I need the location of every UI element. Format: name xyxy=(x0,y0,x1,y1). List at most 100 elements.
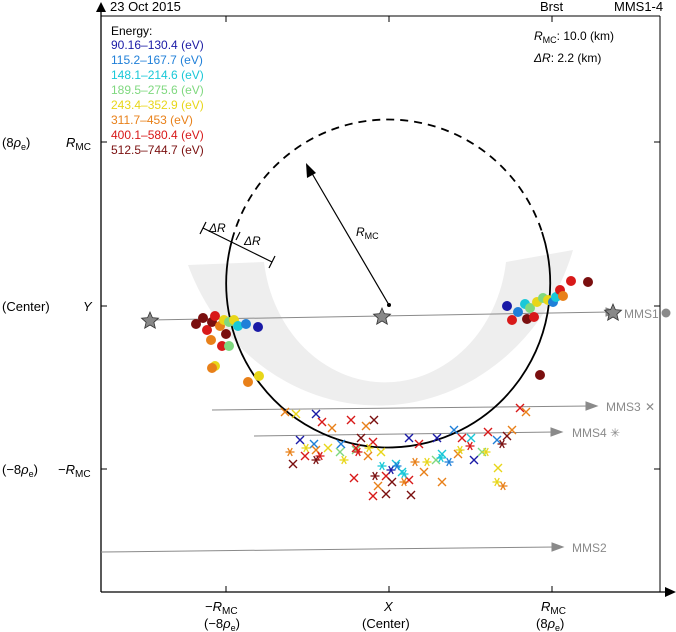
mms3-data-point xyxy=(492,435,502,445)
mms1-data-point xyxy=(529,312,539,322)
mms1-data-point xyxy=(254,371,264,381)
mms3-data-point xyxy=(483,427,493,437)
mms3-data-point xyxy=(280,407,290,417)
mms4-data-point xyxy=(399,469,409,479)
mms1-data-point xyxy=(243,377,253,387)
mms3-data-point xyxy=(288,459,298,469)
radius-arrow xyxy=(306,163,391,307)
mms1-data-point xyxy=(507,315,517,325)
mms4-data-point xyxy=(285,447,295,457)
mms4-data-point xyxy=(492,477,502,487)
mms4-data-point xyxy=(339,455,349,465)
delta-r-inner-label: ΔR xyxy=(243,234,261,248)
mms4-data-point xyxy=(465,441,475,451)
mms4-data-point xyxy=(392,461,402,471)
x-label-pos-8rho: (8ρe) xyxy=(536,616,564,632)
mms4-data-point xyxy=(444,457,454,467)
spacecraft-label: MMS1-4 xyxy=(614,0,663,14)
dr-param: ΔR: 2.2 (km) xyxy=(533,51,601,65)
x-label-neg-rmc: −RMC xyxy=(205,599,238,617)
mms1-data-point xyxy=(221,329,231,339)
mms3-data-point xyxy=(457,433,467,443)
mms4-data-point xyxy=(399,477,409,487)
mms3-data-point xyxy=(493,463,503,473)
mms1-data-point xyxy=(198,313,208,323)
legend: 90.16–130.4 (eV)115.2–167.7 (eV)148.1–21… xyxy=(111,38,204,157)
y-label-rmc-bot: −RMC xyxy=(58,462,91,480)
mms1-data-point xyxy=(566,276,576,286)
legend-entry: 115.2–167.7 (eV) xyxy=(111,53,203,67)
legend-entry: 512.5–744.7 (eV) xyxy=(111,143,204,157)
y-label-neg8rho: (−8ρe) xyxy=(2,462,38,479)
mms1-data-point xyxy=(241,319,251,329)
mms3-data-point xyxy=(356,433,366,443)
mms4-data-point xyxy=(410,457,420,467)
mms3-data-point xyxy=(419,467,429,477)
trajectory-lines xyxy=(100,307,619,553)
mms1-data-point xyxy=(202,325,212,335)
legend-entry: 243.4–352.9 (eV) xyxy=(111,98,204,112)
mms1-data-point xyxy=(513,307,523,317)
mms1-marker xyxy=(661,308,671,318)
mms3-data-point xyxy=(507,425,517,435)
delta-r-brackets xyxy=(199,221,276,269)
mms1-label: MMS1 xyxy=(624,307,659,321)
guiding-center-stars xyxy=(140,302,623,330)
mms4-label: MMS4 xyxy=(572,426,607,440)
mms4-data-point xyxy=(311,455,321,465)
mms4-data-point xyxy=(422,457,432,467)
legend-entry: 400.1–580.4 (eV) xyxy=(111,128,204,142)
rmc-param: RMC: 10.0 (km) xyxy=(534,29,614,45)
mms3-data-point xyxy=(309,439,319,449)
mms3-data-point xyxy=(515,403,525,413)
y-label-y: Y xyxy=(83,299,93,314)
mms3-data-point xyxy=(502,431,512,441)
mms3-data-point xyxy=(311,409,321,419)
mms1-data-point xyxy=(253,322,263,332)
mms3-data-point xyxy=(373,481,383,491)
mms1-data-point xyxy=(224,341,234,351)
mms3-data-point xyxy=(369,415,379,425)
mms4-data-point xyxy=(455,445,465,455)
gyration-band xyxy=(188,250,573,406)
x-label-pos-rmc: RMC xyxy=(541,599,566,617)
mms3-label: MMS3 xyxy=(606,400,641,414)
mms1-data-point xyxy=(206,335,216,345)
mms3-data-point xyxy=(387,477,397,487)
legend-entry: 148.1–214.6 (eV) xyxy=(111,68,204,82)
mode-label: Brst xyxy=(540,0,564,14)
mms4-data-point xyxy=(377,461,387,471)
mms4-data-point xyxy=(301,443,311,453)
mms3-data-point xyxy=(381,489,391,499)
energy-markers xyxy=(191,276,593,501)
mms1-data-point xyxy=(210,311,220,321)
mms3-data-point xyxy=(291,409,301,419)
mms1-data-point xyxy=(502,301,512,311)
mms3-data-point xyxy=(437,449,447,459)
mms3-data-point xyxy=(404,433,414,443)
mms3-data-point xyxy=(437,477,447,487)
mms4-data-point xyxy=(364,443,374,453)
mms1-data-point xyxy=(233,321,243,331)
mms3-data-point xyxy=(469,455,479,465)
mms3-data-point xyxy=(363,451,373,461)
x-label-x: X xyxy=(383,599,394,614)
mms3-data-point xyxy=(335,447,345,457)
mms1-data-point xyxy=(191,319,201,329)
mms3-data-point xyxy=(336,439,346,449)
mms4-marker: ✳ xyxy=(610,426,620,440)
mms3-data-point xyxy=(368,491,378,501)
mms1-data-point xyxy=(558,291,568,301)
date-label: 23 Oct 2015 xyxy=(110,0,181,14)
x-axis-arrow xyxy=(665,587,676,597)
mms4-data-point xyxy=(498,481,508,491)
y-axis-arrow xyxy=(96,2,106,12)
mms3-data-point xyxy=(327,423,337,433)
mms4-data-point xyxy=(315,451,325,461)
mms1-data-point xyxy=(217,341,227,351)
mms3-data-point xyxy=(317,417,327,427)
mms3-data-point xyxy=(295,435,305,445)
mms3-data-point xyxy=(449,425,459,435)
mms3-data-point xyxy=(521,407,531,417)
